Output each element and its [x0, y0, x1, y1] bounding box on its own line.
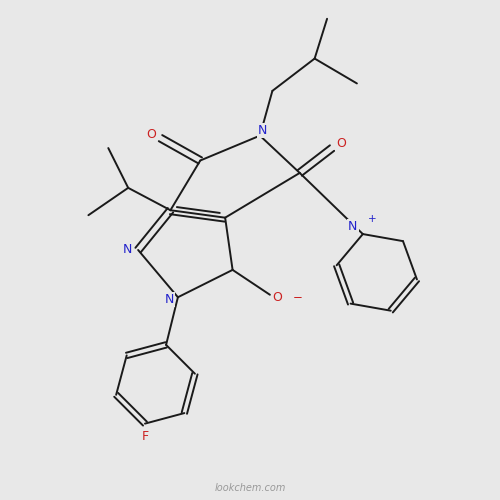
Text: −: −: [292, 290, 302, 304]
Text: +: +: [368, 214, 376, 224]
Text: N: N: [258, 124, 267, 137]
Text: lookchem.com: lookchem.com: [214, 482, 286, 492]
Text: O: O: [336, 136, 346, 149]
Text: N: N: [122, 244, 132, 256]
Text: N: N: [348, 220, 358, 233]
Text: N: N: [164, 293, 173, 306]
Text: O: O: [272, 290, 282, 304]
Text: O: O: [146, 128, 156, 140]
Text: F: F: [142, 430, 148, 442]
